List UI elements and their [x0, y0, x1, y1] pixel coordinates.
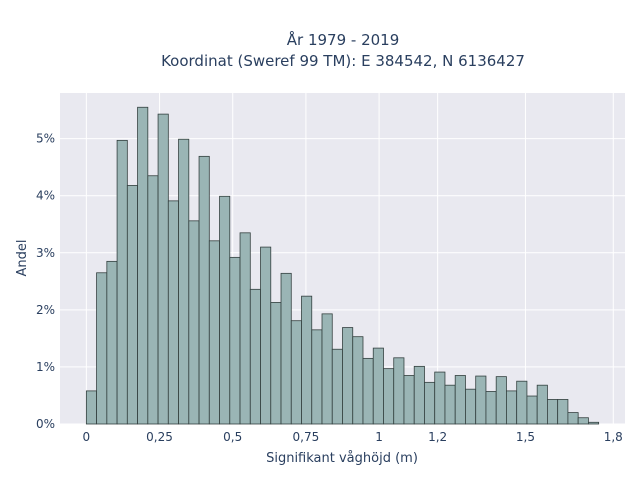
histogram-bar	[547, 399, 559, 425]
histogram-bar	[188, 220, 200, 425]
histogram-bar	[495, 376, 507, 425]
x-tick-label: 0,75	[293, 430, 320, 444]
x-tick-label: 1,8	[604, 430, 623, 444]
histogram-bar	[270, 302, 282, 425]
histogram-bar	[198, 155, 210, 425]
histogram-bar	[352, 336, 364, 425]
histogram-bar	[424, 381, 436, 425]
x-tick-label: 0,5	[223, 430, 242, 444]
histogram-bar	[393, 357, 405, 425]
histogram-bar	[106, 260, 118, 425]
chart-title-line1: År 1979 - 2019	[287, 30, 400, 49]
histogram-bar	[403, 375, 415, 425]
y-tick-label: 3%	[36, 246, 55, 260]
histogram-bar	[383, 368, 395, 425]
y-tick-labels: 0% 1% 2% 3% 4% 5%	[36, 132, 55, 431]
x-tick-label: 0,25	[146, 430, 173, 444]
histogram-bars	[85, 106, 600, 425]
histogram-bar	[465, 388, 477, 425]
y-tick-label: 5%	[36, 132, 55, 146]
histogram-bar	[137, 106, 149, 425]
histogram-bar	[178, 138, 190, 425]
histogram-bar	[506, 390, 518, 425]
histogram-bar	[362, 357, 374, 425]
x-axis-label: Signifikant våghöjd (m)	[266, 451, 418, 466]
histogram-bar	[301, 295, 313, 425]
x-tick-label: 1,2	[428, 430, 447, 444]
histogram-bar	[536, 384, 548, 425]
y-tick-label: 4%	[36, 189, 55, 203]
y-tick-label: 1%	[36, 360, 55, 374]
histogram-bar	[260, 246, 272, 425]
histogram-bar	[516, 380, 528, 425]
histogram-bar	[588, 421, 600, 425]
histogram-bar	[372, 347, 384, 425]
x-tick-label: 1,5	[516, 430, 535, 444]
histogram-bar	[219, 195, 231, 425]
y-axis-label: Andel	[15, 240, 30, 277]
histogram-bar	[444, 384, 456, 425]
histogram-bar	[96, 272, 108, 425]
histogram-bar	[229, 256, 241, 425]
x-tick-label: 0	[83, 430, 91, 444]
histogram-bar	[557, 399, 569, 425]
histogram-bar	[280, 272, 292, 425]
histogram-bar	[485, 391, 497, 425]
histogram-bar	[454, 375, 466, 425]
histogram-bar	[526, 395, 538, 425]
histogram-bar	[208, 240, 220, 425]
histogram-bar	[116, 139, 128, 425]
histogram-bar	[147, 175, 159, 425]
histogram-bar	[290, 320, 302, 425]
histogram-bar	[475, 375, 487, 425]
x-tick-labels: 0 0,25 0,5 0,75 1 1,2 1,5 1,8	[83, 430, 623, 444]
histogram-bar	[167, 200, 179, 425]
histogram-bar	[577, 417, 589, 425]
histogram-bar	[239, 232, 251, 425]
histogram-bar	[157, 113, 169, 425]
histogram-bar	[85, 390, 97, 425]
histogram-bar	[249, 288, 261, 425]
histogram-bar	[321, 313, 333, 425]
histogram-bar	[311, 329, 323, 425]
histogram-bar	[331, 348, 343, 425]
histogram-bar	[434, 371, 446, 425]
chart-title-line2: Koordinat (Sweref 99 TM): E 384542, N 61…	[161, 52, 525, 70]
histogram-bar	[126, 185, 138, 425]
histogram-bar	[342, 327, 354, 425]
histogram-bar	[413, 365, 425, 425]
x-tick-label: 1	[375, 430, 383, 444]
y-tick-label: 2%	[36, 303, 55, 317]
histogram-bar	[567, 412, 579, 425]
y-tick-label: 0%	[36, 417, 55, 431]
